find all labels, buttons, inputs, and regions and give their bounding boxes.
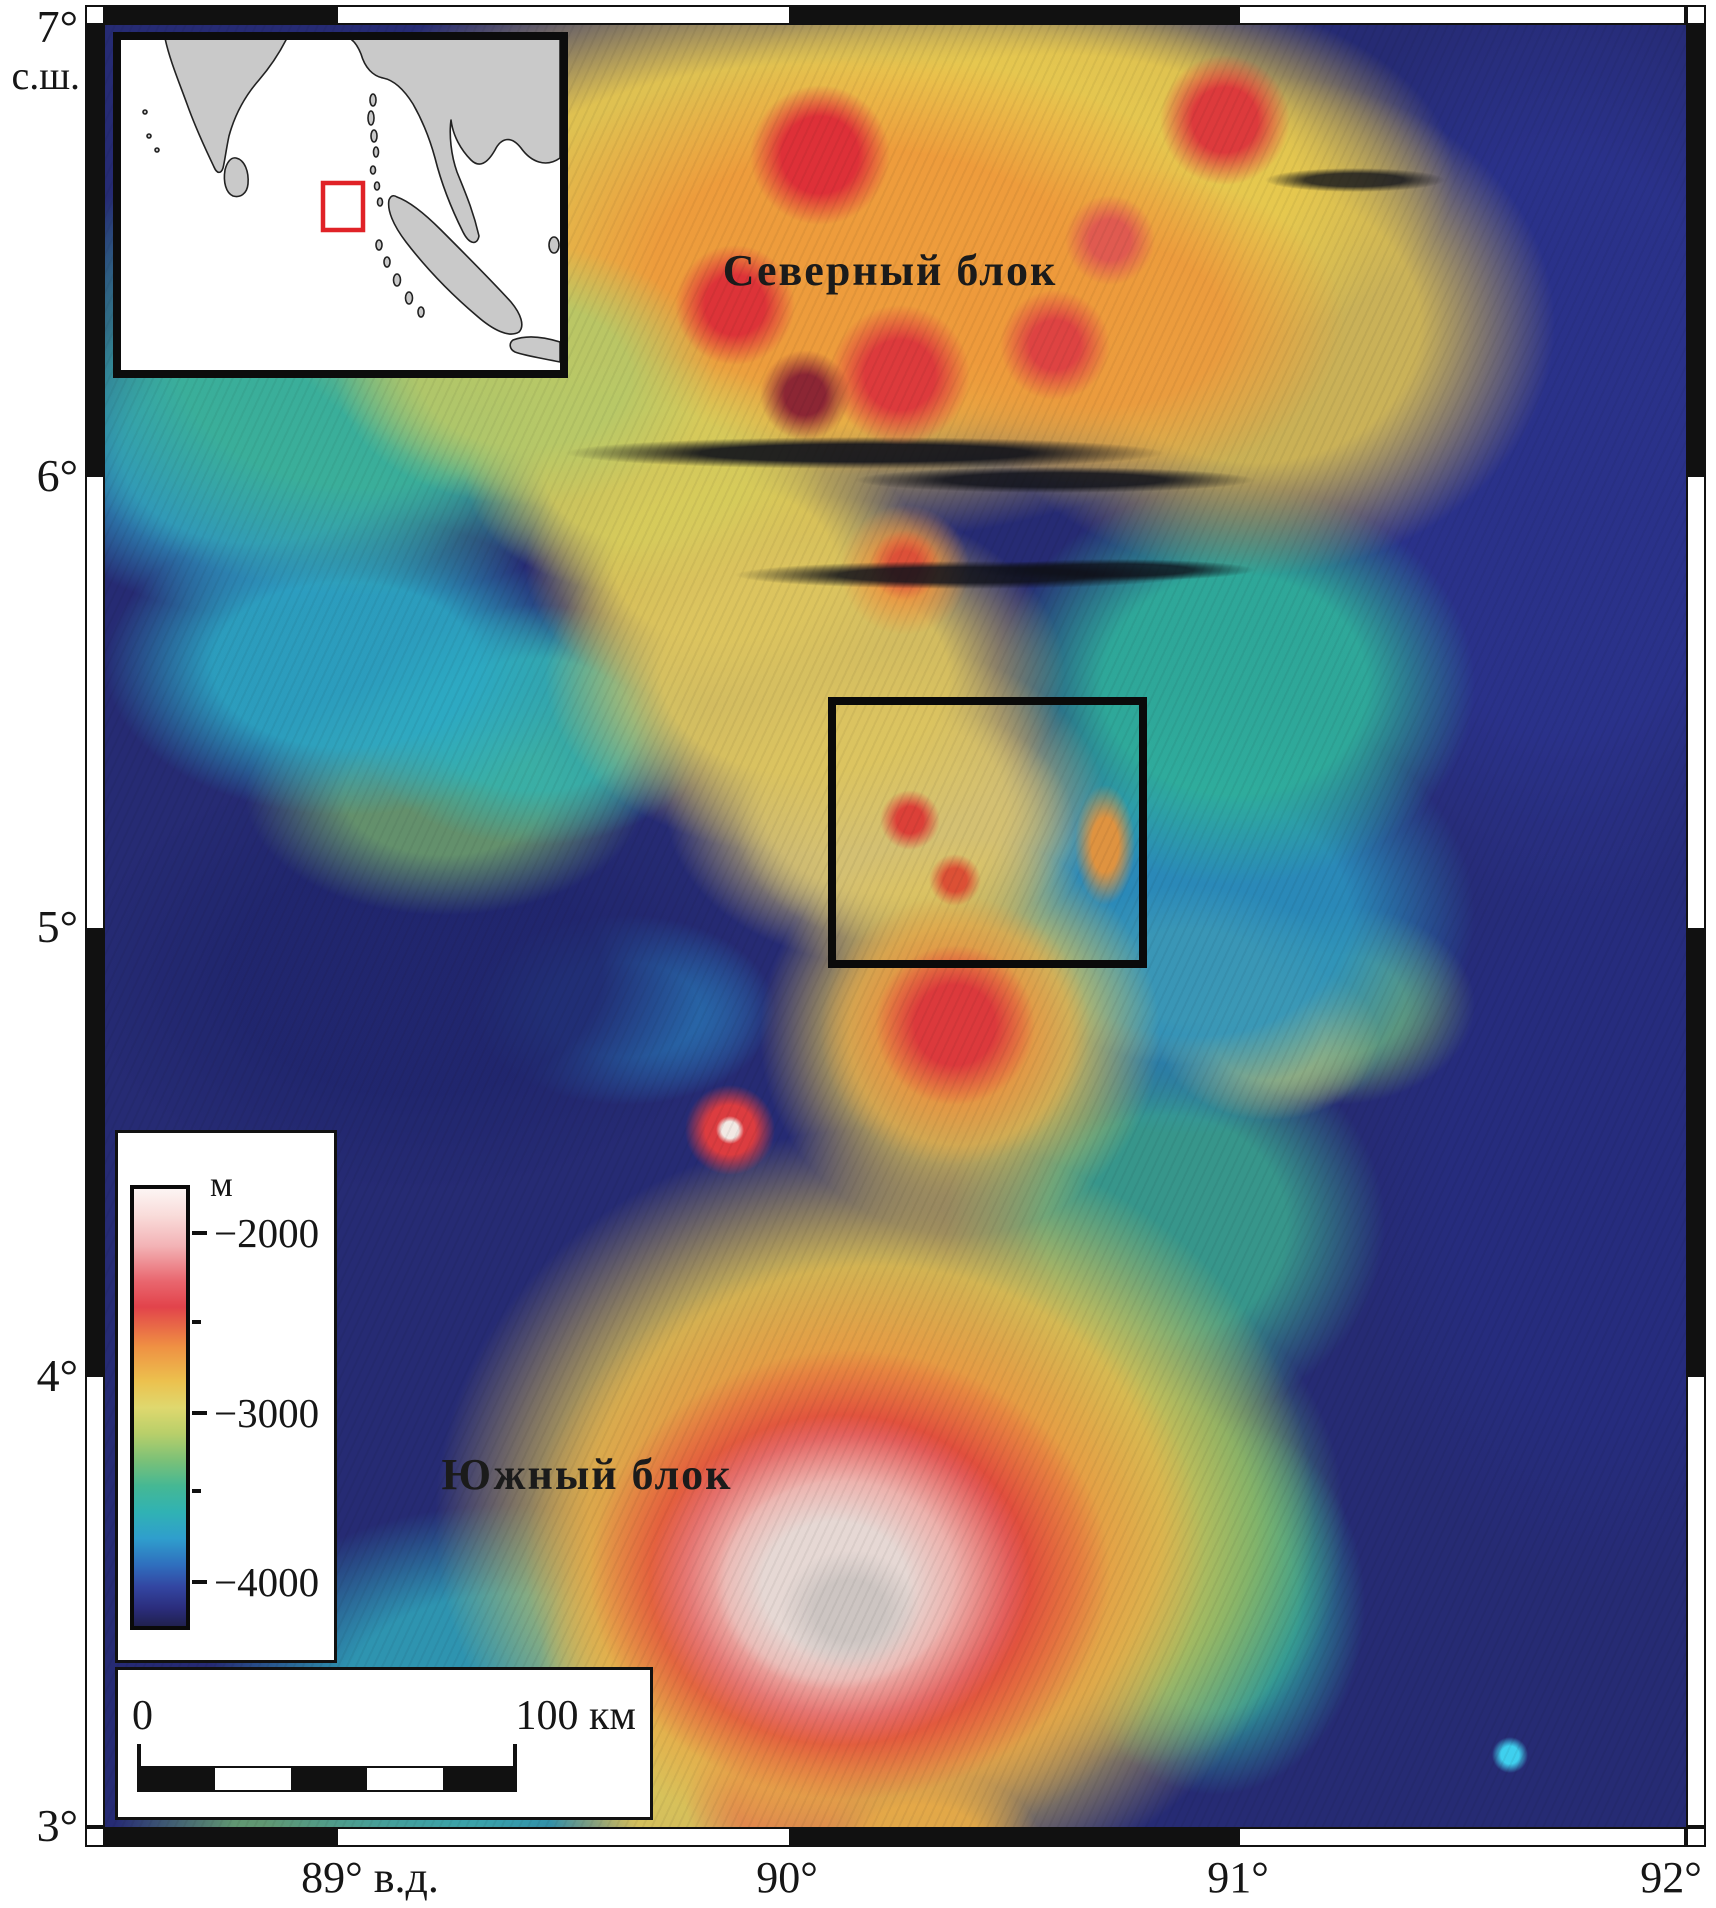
offshore-islet	[548, 236, 560, 254]
andaman-island	[367, 110, 375, 126]
scale-bar	[137, 1766, 517, 1792]
sri-lanka-island	[223, 157, 249, 198]
indochina-malay-landmass	[348, 37, 561, 244]
scale-bar-left-tick	[137, 1744, 141, 1768]
colorbar-minor-tick	[192, 1320, 201, 1324]
inset-coastlines	[142, 37, 561, 363]
lakshadweep-islet	[142, 109, 148, 115]
frame-border-right	[1686, 25, 1706, 1827]
colorbar-tick-2000	[192, 1231, 207, 1235]
mentawai-island	[417, 306, 425, 318]
lon-label-90: 90°	[756, 1853, 818, 1902]
inset-map	[113, 32, 568, 378]
lat-label-7: 7°	[36, 1, 78, 52]
frame-corner-bottomleft	[85, 1827, 105, 1847]
colorbar-label-4000: −4000	[214, 1559, 320, 1605]
depth-colorbar	[130, 1185, 190, 1630]
nicobar-island	[369, 165, 377, 175]
south-block-label: Южный блок	[441, 1450, 733, 1499]
lon-label-89: 89° в.д.	[301, 1853, 439, 1902]
frame-corner-topleft	[85, 5, 105, 25]
mentawai-island	[392, 273, 402, 287]
mentawai-island	[375, 239, 383, 251]
frame-border-bottom	[105, 1827, 1686, 1847]
scale-bar-max-label: 100 км	[515, 1693, 636, 1739]
colorbar-label-3000: −3000	[214, 1390, 320, 1436]
andaman-island	[372, 146, 380, 158]
andaman-island	[370, 129, 378, 143]
scale-bar-right-tick	[513, 1744, 517, 1768]
lat-label-6: 6°	[36, 450, 78, 501]
india-landmass	[164, 37, 288, 174]
scale-bar-box: 0 100 км	[115, 1667, 653, 1820]
legend-unit-label: м	[210, 1164, 233, 1204]
mentawai-island	[404, 291, 414, 305]
frame-corner-topright	[1686, 5, 1706, 25]
lakshadweep-islet	[146, 133, 152, 139]
study-area-box	[828, 697, 1147, 968]
colorbar-label-2000: −2000	[214, 1210, 320, 1256]
nicobar-island	[376, 197, 384, 207]
mentawai-island	[383, 256, 391, 268]
scale-bar-zero-label: 0	[132, 1693, 153, 1739]
frame-corner-bottomright	[1686, 1827, 1706, 1847]
lat-label-4: 4°	[36, 1350, 78, 1401]
java-island	[509, 336, 561, 363]
nicobar-island	[373, 181, 381, 191]
map-frame: Северный блок Южный блок	[85, 5, 1706, 1847]
colorbar-minor-tick	[192, 1489, 201, 1493]
colorbar-tick-4000	[192, 1580, 207, 1584]
inset-red-box	[320, 180, 366, 233]
lon-label-91: 91°	[1207, 1853, 1269, 1902]
lat-label-3: 3°	[36, 1800, 78, 1851]
andaman-island	[369, 93, 377, 107]
frame-border-top	[105, 5, 1686, 25]
lon-label-92: 92°	[1640, 1853, 1702, 1902]
depth-legend: м −2000 −3000 −4000	[115, 1130, 337, 1663]
colorbar-tick-3000	[192, 1411, 207, 1415]
lat-label-5: 5°	[36, 901, 78, 952]
sumatra-island	[387, 194, 523, 335]
frame-border-left	[85, 25, 105, 1827]
north-block-label: Северный блок	[722, 246, 1058, 295]
lat-unit-label: с.ш.	[11, 53, 80, 98]
maldives-islet	[154, 147, 160, 153]
